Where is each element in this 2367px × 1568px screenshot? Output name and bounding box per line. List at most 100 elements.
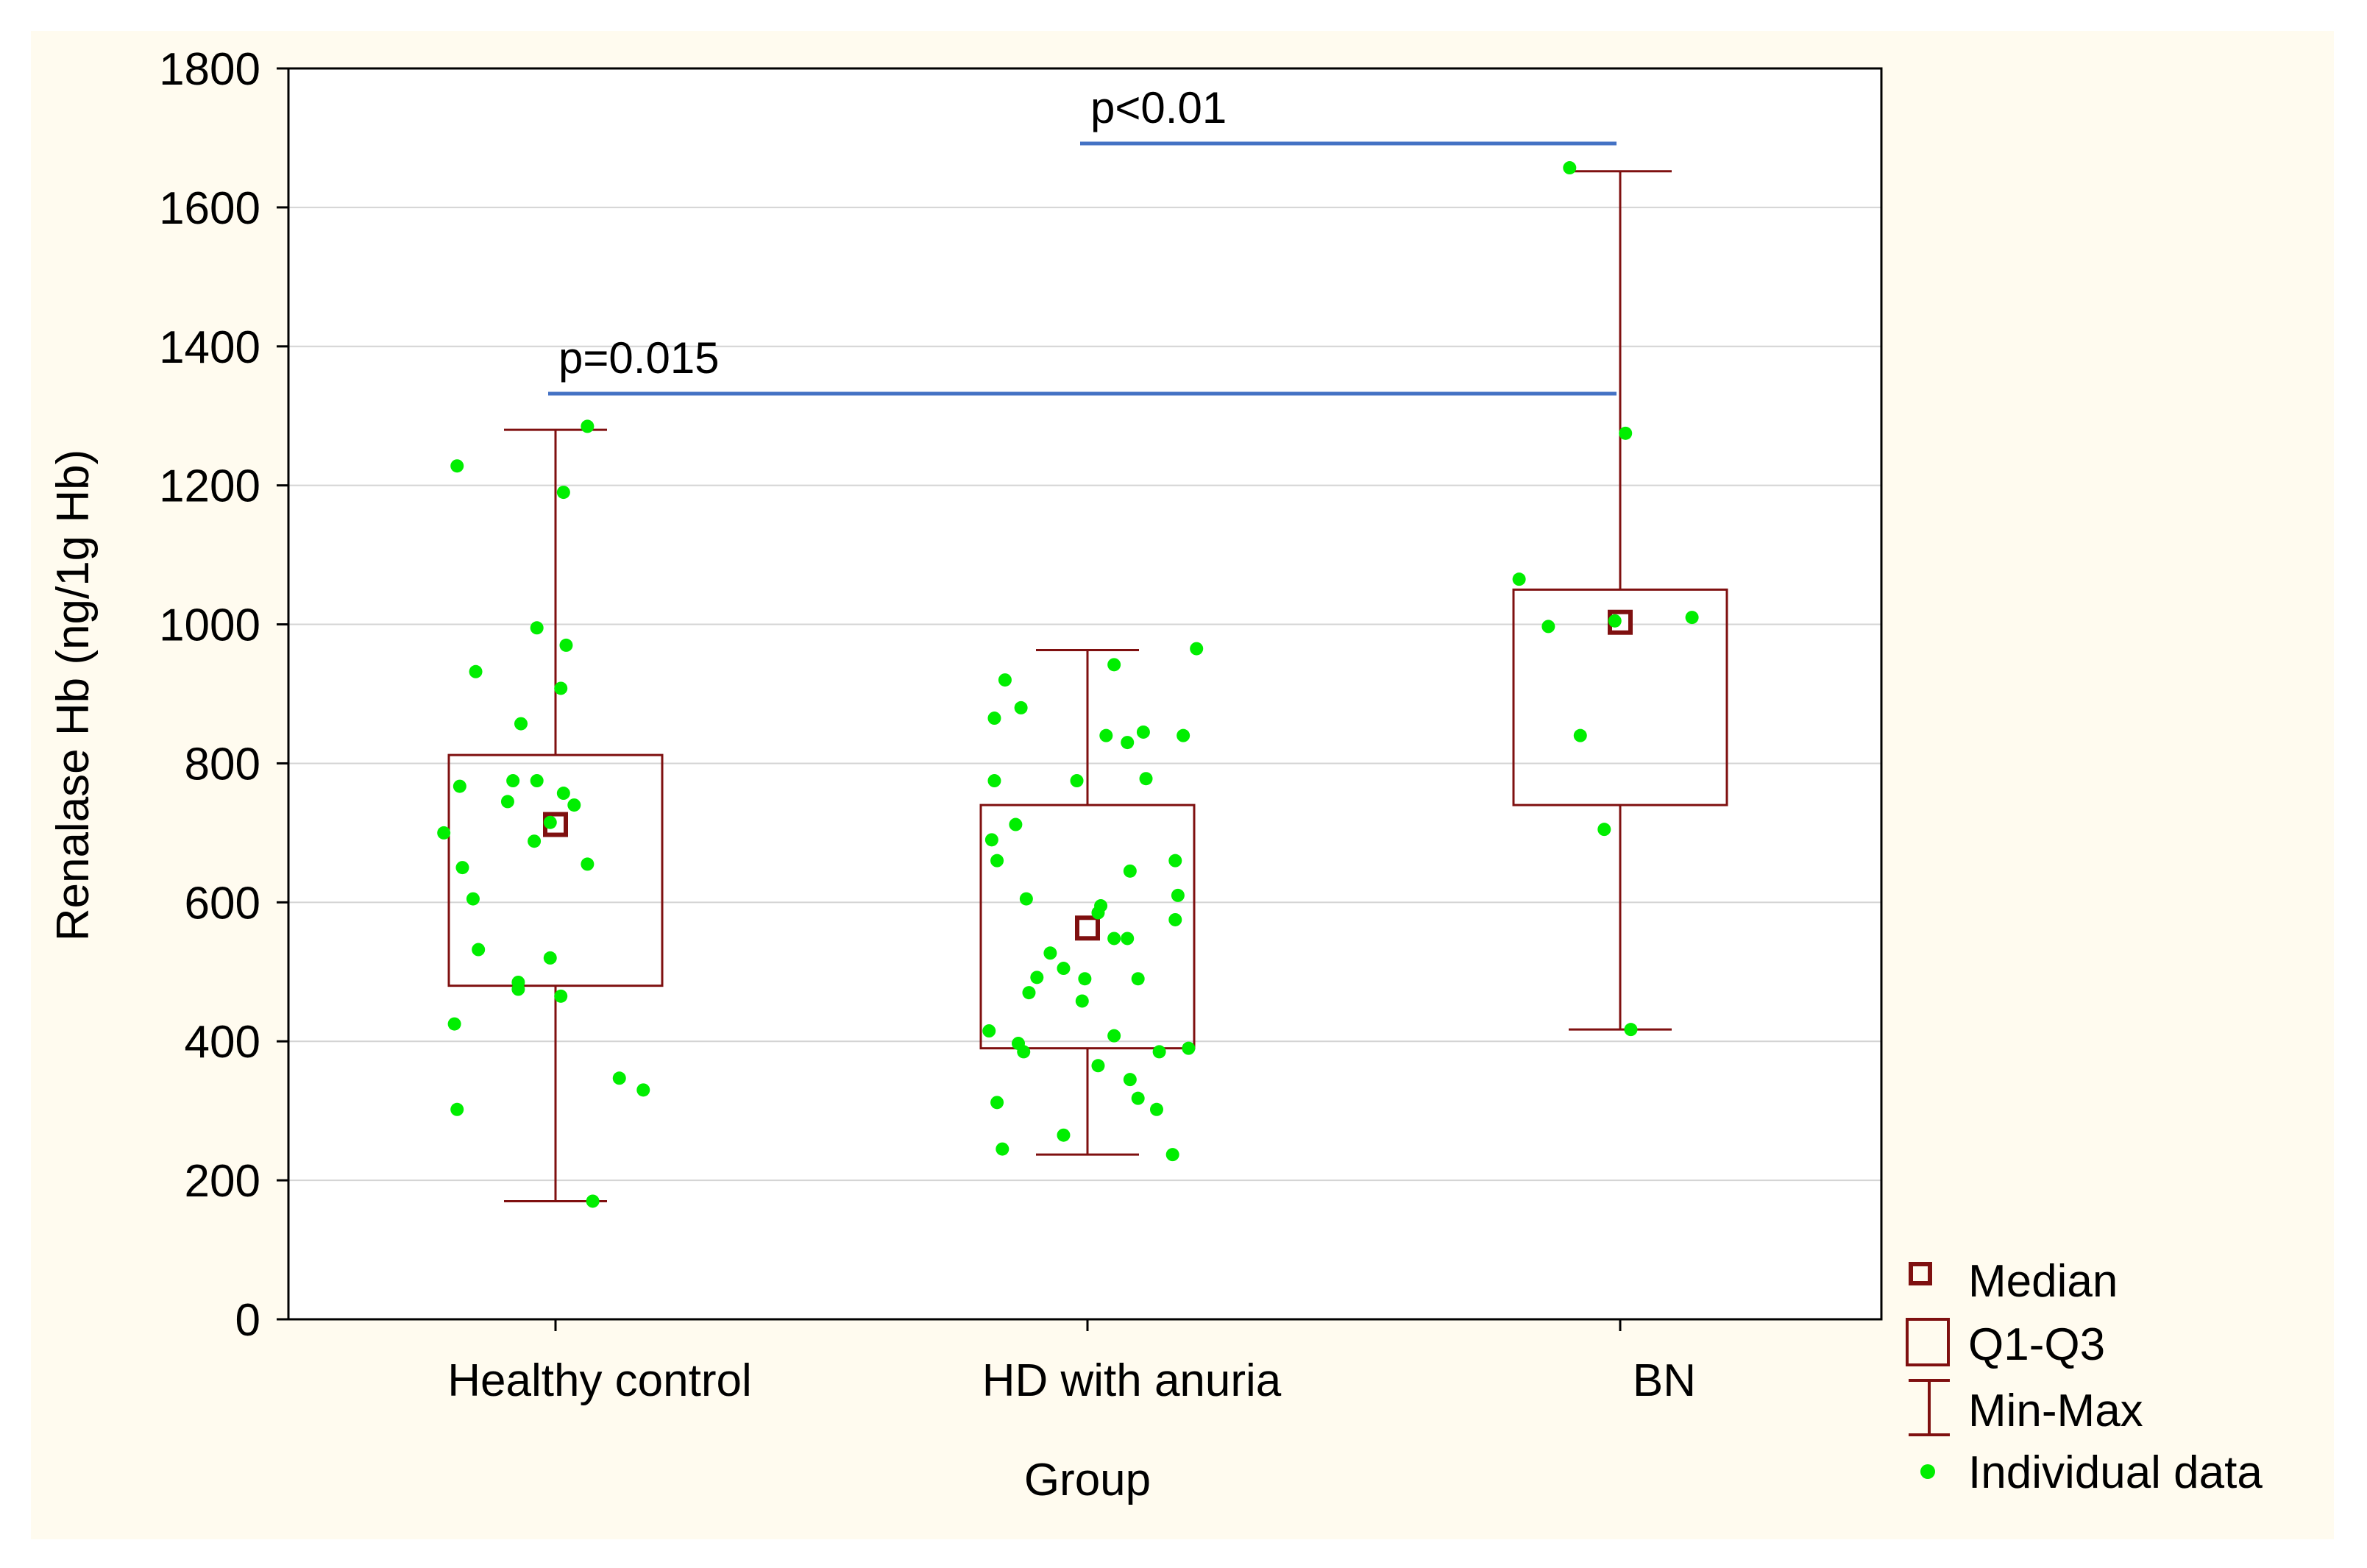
data-point — [1177, 728, 1190, 742]
data-point — [472, 943, 486, 957]
data-point — [586, 1194, 600, 1208]
data-point — [559, 638, 573, 652]
data-point — [1136, 725, 1150, 739]
data-point — [1022, 986, 1036, 1000]
data-point — [1541, 620, 1555, 634]
y-axis-label: Renalase Hb (ng/1g Hb) — [48, 450, 99, 942]
box-q1-q3 — [447, 753, 664, 987]
data-point — [581, 857, 595, 871]
data-point — [1685, 611, 1699, 625]
data-point — [1152, 1045, 1166, 1059]
data-point — [1043, 946, 1057, 960]
y-tick-label: 1000 — [159, 600, 260, 651]
grid-lines — [288, 206, 1881, 1182]
data-point — [1107, 932, 1121, 946]
y-tick-label: 1400 — [159, 322, 260, 373]
data-point — [1168, 912, 1182, 926]
data-point — [556, 787, 570, 801]
data-point — [437, 826, 451, 840]
data-point — [1619, 426, 1633, 440]
legend-individual-data-marker — [1920, 1464, 1935, 1479]
data-point — [511, 982, 525, 996]
data-point — [528, 834, 542, 848]
data-point — [1165, 1148, 1179, 1162]
data-point — [1099, 728, 1113, 742]
data-point — [567, 798, 581, 812]
data-point — [469, 664, 483, 678]
data-point — [1107, 658, 1121, 672]
data-point — [990, 854, 1004, 868]
x-tick-label: HD with anuria — [982, 1355, 1282, 1406]
legend-minmax-marker — [1909, 1379, 1950, 1436]
data-point — [1091, 1059, 1105, 1073]
significance-bars: p=0.015 p<0.01 — [548, 83, 1617, 396]
box-q1-q3 — [1512, 588, 1728, 806]
data-point — [636, 1083, 650, 1097]
data-point — [987, 774, 1001, 788]
data-point — [1017, 1045, 1031, 1059]
data-point — [543, 951, 557, 965]
data-point — [1168, 854, 1182, 868]
data-point — [530, 774, 544, 788]
data-point — [1182, 1041, 1196, 1055]
data-point — [982, 1024, 996, 1038]
legend-median-marker — [1909, 1262, 1932, 1285]
significance-label: p=0.015 — [558, 333, 720, 383]
data-point — [543, 815, 557, 829]
data-point — [1075, 994, 1089, 1008]
data-point — [1512, 572, 1526, 586]
data-point — [1123, 864, 1137, 878]
y-tick-label: 1800 — [159, 44, 260, 95]
data-point — [530, 621, 544, 635]
data-point — [1131, 1091, 1145, 1105]
data-point — [1014, 700, 1028, 714]
data-point — [990, 1096, 1004, 1110]
data-point — [1171, 888, 1185, 902]
data-point — [556, 486, 570, 500]
plot-frame — [287, 67, 1883, 1321]
data-point — [554, 681, 568, 695]
data-point — [1070, 774, 1084, 788]
y-tick-label: 600 — [185, 878, 260, 929]
data-point — [1107, 1029, 1121, 1043]
data-point — [447, 1017, 461, 1031]
data-point — [1019, 892, 1033, 906]
data-point — [1123, 1073, 1137, 1087]
legend: Median Q1-Q3 Min-Max Individual data — [1906, 1256, 2263, 1498]
legend-median-label: Median — [1968, 1256, 2118, 1307]
box-hd-with-anuria — [979, 649, 1196, 1156]
data-point — [1121, 932, 1135, 946]
data-point — [612, 1071, 626, 1085]
data-point — [1057, 962, 1071, 976]
data-point — [996, 1142, 1009, 1156]
data-point — [1608, 614, 1622, 628]
axes: 0 200 400 600 800 1000 1200 1400 1600 1800 Healthy… — [159, 44, 1696, 1406]
y-tick-label: 200 — [185, 1156, 260, 1207]
data-point — [1139, 772, 1153, 786]
data-point — [1149, 1102, 1163, 1116]
legend-q1q3-marker — [1906, 1318, 1950, 1366]
median-marker — [1075, 915, 1100, 941]
y-tick-label: 0 — [235, 1295, 260, 1346]
data-point — [1078, 972, 1092, 986]
data-point — [554, 989, 568, 1003]
y-tick-label: 1200 — [159, 461, 260, 512]
data-point — [450, 1102, 464, 1116]
data-point — [500, 795, 514, 809]
box-q1-q3 — [979, 803, 1196, 1050]
data-point — [1091, 906, 1105, 920]
significance-label: p<0.01 — [1090, 83, 1227, 132]
data-point — [1190, 642, 1204, 656]
legend-individual-data-label: Individual data — [1968, 1447, 2263, 1498]
box-bn — [1512, 170, 1728, 1031]
y-tick-label: 800 — [185, 739, 260, 790]
data-point — [1597, 823, 1611, 837]
data-point — [514, 717, 528, 731]
legend-q1q3-label: Q1-Q3 — [1968, 1319, 2105, 1370]
legend-minmax-label: Min-Max — [1968, 1386, 2143, 1436]
data-point — [1131, 972, 1145, 986]
data-point — [1624, 1023, 1638, 1037]
data-point — [984, 833, 998, 847]
data-point — [450, 459, 464, 473]
